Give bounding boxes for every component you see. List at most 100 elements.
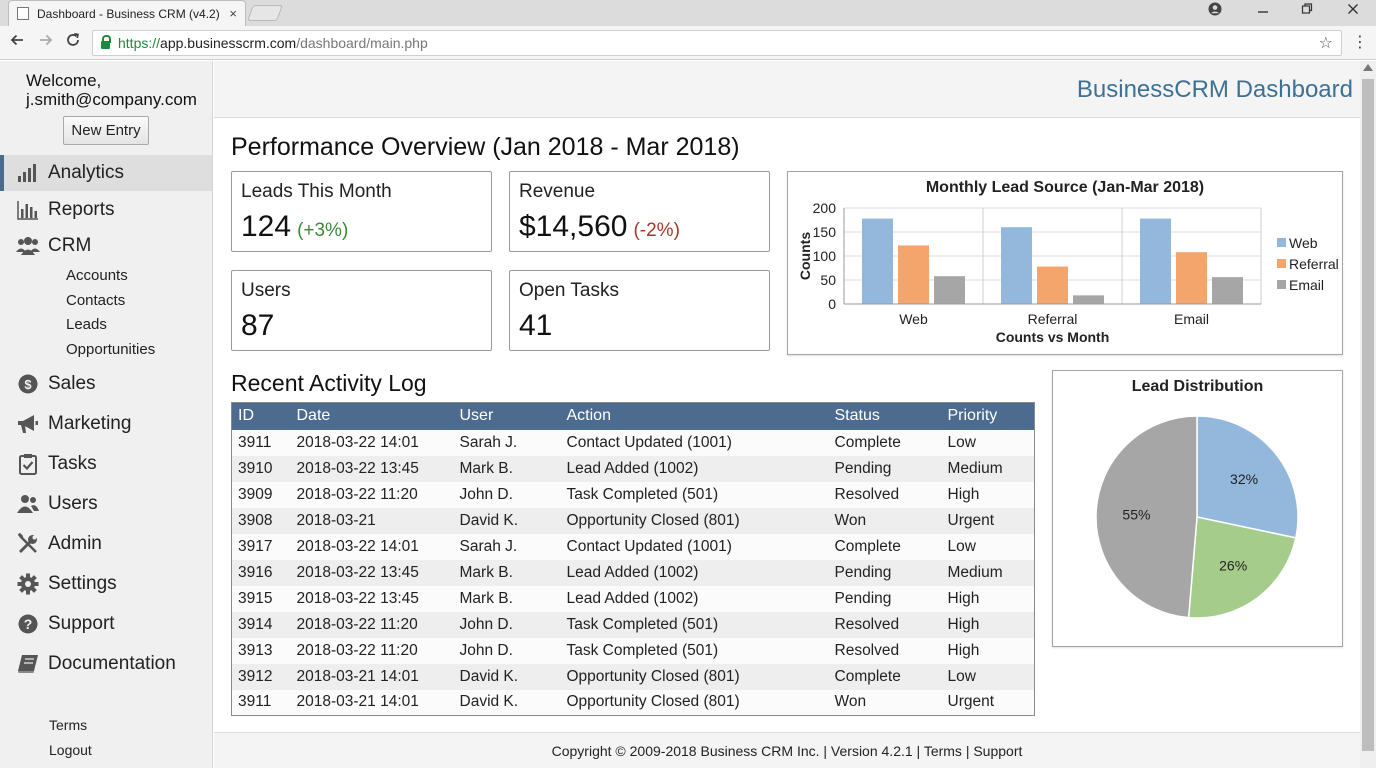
table-row[interactable]: 3910 2018-03-22 13:45 Mark B. Lead Added (1… bbox=[231, 455, 1035, 482]
minimize-window-icon[interactable] bbox=[1253, 2, 1273, 19]
back-arrow-icon[interactable] bbox=[7, 32, 27, 53]
table-cell: Won bbox=[828, 689, 942, 716]
bookmark-star-icon[interactable]: ☆ bbox=[1318, 35, 1333, 52]
restore-window-icon[interactable] bbox=[1297, 2, 1317, 19]
table-cell: Sarah J. bbox=[453, 429, 561, 456]
forward-arrow-icon[interactable] bbox=[36, 32, 56, 53]
table-row[interactable]: 3916 2018-03-22 13:45 Mark B. Lead Added (1… bbox=[231, 559, 1035, 586]
page-favicon-icon bbox=[17, 7, 29, 20]
sidebar-item-opportunities[interactable]: Opportunities bbox=[66, 341, 156, 358]
table-row[interactable]: 3917 2018-03-22 14:01 Sarah J. Contact Upda… bbox=[231, 533, 1035, 560]
table-cell: Medium bbox=[941, 559, 1035, 586]
kpi-card-revenue: Revenue $14,560 (-2%) bbox=[509, 171, 770, 252]
kpi-number: 124 bbox=[241, 210, 292, 243]
x-tick-label: Email bbox=[1174, 311, 1209, 327]
column-header-date[interactable]: Date bbox=[290, 402, 454, 430]
browser-toolbar: https://app.businesscrm.com/dashboard/ma… bbox=[0, 26, 1376, 60]
table-cell: John D. bbox=[453, 637, 561, 664]
table-row[interactable]: 3914 2018-03-22 11:20 John D. Task Complete… bbox=[231, 611, 1035, 638]
table-cell: Complete bbox=[828, 663, 942, 690]
table-cell: Complete bbox=[828, 533, 942, 560]
browser-tab[interactable]: Dashboard - Business CRM (v4.2) × bbox=[8, 0, 246, 26]
bar-chart-icon bbox=[16, 161, 40, 185]
kpi-label: Leads This Month bbox=[241, 181, 392, 202]
chart-title: Lead Distribution bbox=[1131, 378, 1264, 395]
kpi-value: 124 (+3%) bbox=[241, 210, 348, 244]
bar bbox=[862, 218, 893, 304]
nav-item-sales[interactable]: $ Sales bbox=[0, 366, 212, 402]
nav-label: Settings bbox=[48, 573, 117, 594]
column-header-action[interactable]: Action bbox=[560, 402, 829, 430]
terms-link[interactable]: Terms bbox=[49, 717, 88, 733]
x-tick-label: Referral bbox=[1028, 311, 1078, 327]
scroll-up-arrow-icon[interactable] bbox=[1363, 64, 1373, 71]
nav-item-tasks[interactable]: Tasks bbox=[0, 446, 212, 482]
table-cell: High bbox=[941, 637, 1035, 664]
nav-item-admin[interactable]: Admin bbox=[0, 526, 212, 562]
nav-item-documentation[interactable]: Documentation bbox=[0, 646, 212, 682]
bar bbox=[1037, 266, 1068, 304]
new-tab-button[interactable] bbox=[247, 5, 283, 21]
column-header-user[interactable]: User bbox=[453, 402, 561, 430]
nav-item-reports[interactable]: Reports bbox=[0, 192, 212, 228]
main-content: BusinessCRM Dashboard Performance Overvi… bbox=[214, 61, 1360, 768]
table-row[interactable]: 3909 2018-03-22 11:20 John D. Task Complete… bbox=[231, 481, 1035, 508]
table-row[interactable]: 3908 2018-03-21 David K. Opportunity Closed… bbox=[231, 507, 1035, 534]
nav-item-support[interactable]: ? Support bbox=[0, 606, 212, 642]
table-cell: Lead Added (1002) bbox=[560, 455, 829, 482]
megaphone-icon bbox=[16, 412, 40, 436]
table-cell: 2018-03-22 14:01 bbox=[290, 429, 454, 456]
lead-distribution-panel: Lead Distribution 32% 26% 55% bbox=[1052, 370, 1343, 647]
table-cell: Low bbox=[941, 663, 1035, 690]
table-cell: David K. bbox=[453, 689, 561, 716]
profile-icon[interactable] bbox=[1205, 2, 1225, 19]
close-tab-icon[interactable]: × bbox=[229, 6, 237, 21]
nav-item-analytics[interactable]: Analytics bbox=[0, 155, 212, 191]
overview-title: Performance Overview (Jan 2018 - Mar 201… bbox=[231, 133, 740, 161]
activity-log-title: Recent Activity Log bbox=[231, 370, 427, 396]
user-email: j.smith@company.com bbox=[26, 90, 197, 109]
column-header-id[interactable]: ID bbox=[231, 402, 291, 430]
chart-title: Monthly Lead Source (Jan-Mar 2018) bbox=[925, 179, 1205, 196]
tab-title: Dashboard - Business CRM (v4.2) bbox=[37, 6, 220, 21]
y-tick-label: 100 bbox=[813, 248, 837, 264]
table-cell: 2018-03-21 14:01 bbox=[290, 663, 454, 690]
vertical-scrollbar[interactable] bbox=[1360, 61, 1376, 768]
welcome-message: Welcome, j.smith@company.com bbox=[26, 71, 197, 109]
kpi-change: (+3%) bbox=[297, 220, 349, 241]
table-row[interactable]: 3915 2018-03-22 13:45 Mark B. Lead Added (1… bbox=[231, 585, 1035, 612]
pie-slice-label: 32% bbox=[1230, 471, 1258, 487]
table-cell: Low bbox=[941, 533, 1035, 560]
nav-label: Sales bbox=[48, 373, 96, 394]
table-row[interactable]: 3911 2018-03-21 14:01 David K. Opportunity … bbox=[231, 689, 1035, 716]
column-header-status[interactable]: Status bbox=[828, 402, 942, 430]
address-bar[interactable]: https://app.businesscrm.com/dashboard/ma… bbox=[92, 30, 1342, 56]
table-cell: Resolved bbox=[828, 481, 942, 508]
table-cell: 3915 bbox=[231, 585, 291, 612]
sidebar-item-leads[interactable]: Leads bbox=[66, 316, 107, 333]
close-window-icon[interactable] bbox=[1343, 2, 1363, 19]
table-row[interactable]: 3912 2018-03-21 14:01 David K. Opportunity … bbox=[231, 663, 1035, 690]
nav-item-marketing[interactable]: Marketing bbox=[0, 406, 212, 442]
table-cell: 3914 bbox=[231, 611, 291, 638]
table-cell: 3913 bbox=[231, 637, 291, 664]
nav-item-settings[interactable]: Settings bbox=[0, 566, 212, 602]
browser-menu-icon[interactable]: ⋮ bbox=[1352, 34, 1368, 51]
table-cell: John D. bbox=[453, 611, 561, 638]
new-entry-button[interactable]: New Entry bbox=[63, 116, 149, 145]
sidebar-item-accounts[interactable]: Accounts bbox=[66, 267, 128, 284]
sidebar-item-contacts[interactable]: Contacts bbox=[66, 292, 126, 309]
scrollbar-thumb[interactable] bbox=[1362, 79, 1374, 751]
reload-icon[interactable] bbox=[63, 32, 83, 53]
column-header-priority[interactable]: Priority bbox=[941, 402, 1035, 430]
table-cell: Pending bbox=[828, 455, 942, 482]
activity-log-table: ID Date User Action Status Priority 3911… bbox=[231, 402, 1035, 716]
table-row[interactable]: 3913 2018-03-22 11:20 John D. Task Complete… bbox=[231, 637, 1035, 664]
bar bbox=[898, 245, 929, 304]
table-cell: High bbox=[941, 481, 1035, 508]
nav-item-users[interactable]: Users bbox=[0, 486, 212, 522]
nav-item-crm[interactable]: CRM bbox=[0, 228, 212, 264]
logout-link[interactable]: Logout bbox=[49, 742, 92, 758]
pie-chart: 32% 26% 55% bbox=[1095, 415, 1299, 619]
table-row[interactable]: 3911 2018-03-22 14:01 Sarah J. Contact Upda… bbox=[231, 429, 1035, 456]
